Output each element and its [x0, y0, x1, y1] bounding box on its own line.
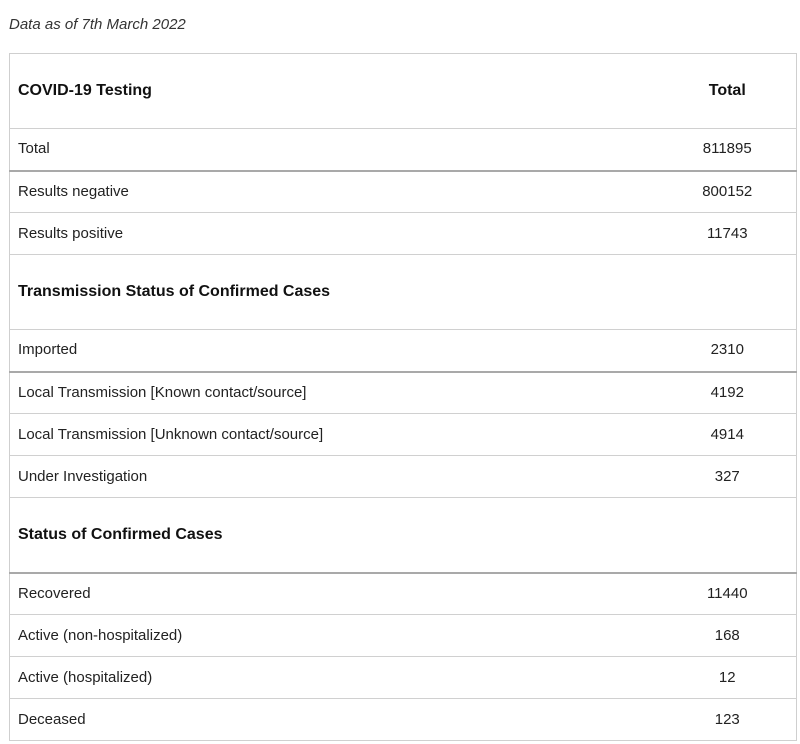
row-label: Local Transmission [Known contact/source… — [9, 371, 637, 414]
row-value: 123 — [636, 698, 797, 741]
table-row: Deceased 123 — [9, 698, 797, 741]
row-label: Recovered — [9, 572, 637, 615]
row-label: Total — [9, 128, 637, 172]
row-label: Local Transmission [Unknown contact/sour… — [9, 413, 637, 456]
table-row: Under Investigation 327 — [9, 455, 797, 498]
row-label: Deceased — [9, 698, 637, 741]
section-empty-cell — [636, 254, 797, 330]
table-row: Local Transmission [Unknown contact/sour… — [9, 413, 797, 456]
row-label: Active (hospitalized) — [9, 656, 637, 699]
table-row: Results negative 800152 — [9, 170, 797, 213]
table-header-row: COVID-19 Testing Total — [9, 53, 797, 129]
row-value: 11743 — [636, 212, 797, 255]
row-value: 11440 — [636, 572, 797, 615]
row-value: 327 — [636, 455, 797, 498]
section-header-row: Transmission Status of Confirmed Cases — [9, 254, 797, 330]
row-value: 168 — [636, 614, 797, 657]
row-label: Active (non-hospitalized) — [9, 614, 637, 657]
section-empty-cell — [636, 497, 797, 574]
table-row: Active (non-hospitalized) 168 — [9, 614, 797, 657]
table-row: Active (hospitalized) 12 — [9, 656, 797, 699]
row-label: Results negative — [9, 170, 637, 213]
row-value: 4914 — [636, 413, 797, 456]
row-label: Results positive — [9, 212, 637, 255]
table-row: Imported 2310 — [9, 329, 797, 373]
header-total: Total — [636, 53, 797, 129]
section-title-transmission: Transmission Status of Confirmed Cases — [9, 254, 637, 330]
row-label: Under Investigation — [9, 455, 637, 498]
row-value: 2310 — [636, 329, 797, 373]
data-date-note: Data as of 7th March 2022 — [9, 16, 186, 33]
row-value: 800152 — [636, 170, 797, 213]
table-row: Local Transmission [Known contact/source… — [9, 371, 797, 414]
table-row: Total 811895 — [9, 128, 797, 172]
row-label: Imported — [9, 329, 637, 373]
header-label: COVID-19 Testing — [9, 53, 637, 129]
row-value: 811895 — [636, 128, 797, 172]
section-title-status: Status of Confirmed Cases — [9, 497, 637, 574]
table-row: Recovered 11440 — [9, 572, 797, 615]
section-header-row: Status of Confirmed Cases — [9, 497, 797, 574]
table-row: Results positive 11743 — [9, 212, 797, 255]
row-value: 4192 — [636, 371, 797, 414]
row-value: 12 — [636, 656, 797, 699]
covid-stats-table: COVID-19 Testing Total Total 811895 Resu… — [9, 53, 797, 741]
